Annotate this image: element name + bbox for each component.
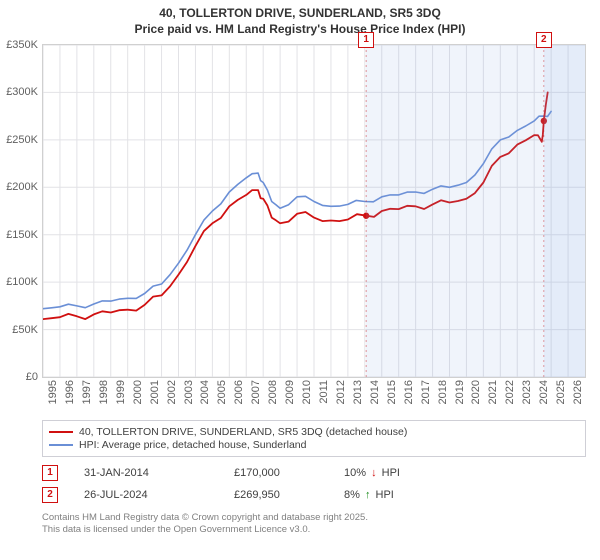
x-tick-label: 2009	[284, 380, 296, 404]
arrow-down-icon: ↓	[371, 467, 377, 479]
sale-date: 26-JUL-2024	[84, 489, 234, 501]
sales-row: 2 26-JUL-2024 £269,950 8% ↑ HPI	[42, 484, 586, 506]
legend-item: HPI: Average price, detached house, Sund…	[49, 439, 579, 451]
x-tick-label: 2014	[369, 380, 381, 404]
title-line1: 40, TOLLERTON DRIVE, SUNDERLAND, SR5 3DQ	[0, 6, 600, 22]
price-flag: 2	[536, 32, 552, 48]
x-tick-label: 2023	[521, 380, 533, 404]
legend-swatch	[49, 444, 73, 446]
x-tick-label: 2001	[149, 380, 161, 404]
x-tick-label: 2016	[403, 380, 415, 404]
legend: 40, TOLLERTON DRIVE, SUNDERLAND, SR5 3DQ…	[42, 420, 586, 457]
x-tick-label: 2011	[318, 380, 330, 404]
y-tick-label: £0	[0, 371, 38, 383]
sale-change: 8% ↑ HPI	[344, 489, 454, 501]
x-tick-label: 2026	[572, 380, 584, 404]
sale-date: 31-JAN-2014	[84, 467, 234, 479]
x-tick-label: 2005	[216, 380, 228, 404]
x-tick-label: 2018	[437, 380, 449, 404]
x-tick-label: 2012	[335, 380, 347, 404]
title-line2: Price paid vs. HM Land Registry's House …	[0, 22, 600, 38]
x-tick-label: 2002	[166, 380, 178, 404]
x-tick-label: 2022	[504, 380, 516, 404]
y-tick-label: £50K	[0, 324, 38, 336]
sales-row: 1 31-JAN-2014 £170,000 10% ↓ HPI	[42, 462, 586, 484]
x-tick-label: 2000	[132, 380, 144, 404]
y-tick-label: £350K	[0, 39, 38, 51]
chart-container: 40, TOLLERTON DRIVE, SUNDERLAND, SR5 3DQ…	[0, 0, 600, 560]
sale-flag-badge: 1	[42, 465, 58, 481]
x-tick-label: 2006	[233, 380, 245, 404]
y-tick-label: £200K	[0, 181, 38, 193]
x-tick-label: 2024	[538, 380, 550, 404]
y-tick-label: £250K	[0, 134, 38, 146]
y-tick-label: £100K	[0, 276, 38, 288]
x-tick-label: 2007	[250, 380, 262, 404]
x-tick-label: 1995	[47, 380, 59, 404]
shaded-region	[366, 45, 544, 377]
footer-line2: This data is licensed under the Open Gov…	[42, 524, 586, 536]
x-tick-label: 2004	[199, 380, 211, 404]
sale-price: £170,000	[234, 467, 344, 479]
footer-attribution: Contains HM Land Registry data © Crown c…	[42, 512, 586, 537]
x-tick-label: 2008	[267, 380, 279, 404]
x-tick-label: 1997	[81, 380, 93, 404]
x-tick-label: 1996	[64, 380, 76, 404]
x-tick-label: 2021	[487, 380, 499, 404]
x-tick-label: 1998	[98, 380, 110, 404]
price-flag: 1	[358, 32, 374, 48]
chart-title: 40, TOLLERTON DRIVE, SUNDERLAND, SR5 3DQ…	[0, 0, 600, 37]
x-tick-label: 1999	[115, 380, 127, 404]
x-tick-label: 2019	[454, 380, 466, 404]
x-tick-label: 2017	[420, 380, 432, 404]
x-tick-label: 2025	[555, 380, 567, 404]
sale-flag-badge: 2	[42, 487, 58, 503]
x-tick-label: 2010	[301, 380, 313, 404]
sale-change: 10% ↓ HPI	[344, 467, 454, 479]
x-tick-label: 2015	[386, 380, 398, 404]
y-tick-label: £150K	[0, 229, 38, 241]
x-tick-label: 2020	[470, 380, 482, 404]
sale-price: £269,950	[234, 489, 344, 501]
plot-area: 12	[42, 44, 586, 378]
x-tick-label: 2013	[352, 380, 364, 404]
sales-table: 1 31-JAN-2014 £170,000 10% ↓ HPI 2 26-JU…	[42, 462, 586, 506]
legend-label: 40, TOLLERTON DRIVE, SUNDERLAND, SR5 3DQ…	[79, 426, 407, 438]
footer-line1: Contains HM Land Registry data © Crown c…	[42, 512, 586, 524]
legend-swatch	[49, 431, 73, 433]
x-tick-label: 2003	[183, 380, 195, 404]
legend-label: HPI: Average price, detached house, Sund…	[79, 439, 306, 451]
legend-item: 40, TOLLERTON DRIVE, SUNDERLAND, SR5 3DQ…	[49, 426, 579, 438]
y-tick-label: £300K	[0, 86, 38, 98]
arrow-up-icon: ↑	[365, 489, 371, 501]
shaded-region	[544, 45, 585, 377]
